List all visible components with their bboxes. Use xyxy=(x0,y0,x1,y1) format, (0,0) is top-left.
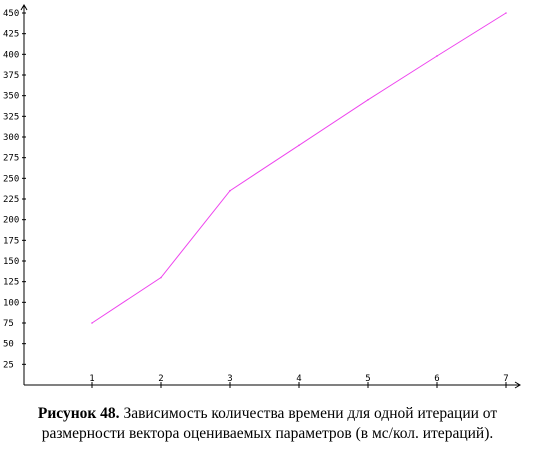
figure-caption-label: Рисунок 48. xyxy=(37,405,120,422)
x-tick-label: 2 xyxy=(158,374,163,384)
y-tick-label: 75 xyxy=(3,319,14,329)
data-point xyxy=(298,144,300,147)
y-tick-label: 175 xyxy=(3,236,19,246)
chart-axes xyxy=(20,4,521,389)
data-point xyxy=(367,99,369,101)
chart-series xyxy=(91,12,507,324)
y-tick-label: 375 xyxy=(3,71,19,81)
y-tick-label: 300 xyxy=(3,133,19,143)
figure-caption: Рисунок 48. Зависимость количества време… xyxy=(0,404,535,444)
y-tick-label: 225 xyxy=(3,195,19,205)
x-tick-label: 6 xyxy=(434,374,439,384)
y-tick-label: 400 xyxy=(3,50,19,60)
x-tick-label: 7 xyxy=(503,374,508,384)
y-tick-label: 425 xyxy=(3,30,19,40)
y-tick-label: 100 xyxy=(3,298,19,308)
data-point xyxy=(436,55,438,57)
y-tick-label: 450 xyxy=(3,9,19,19)
y-tick-label: 350 xyxy=(3,92,19,102)
y-tick-label: 125 xyxy=(3,278,19,288)
y-tick-label: 250 xyxy=(3,174,19,184)
y-tick-label: 50 xyxy=(3,340,14,350)
x-tick-label: 1 xyxy=(89,374,94,384)
x-tick-label: 4 xyxy=(296,374,301,384)
data-point xyxy=(91,322,93,324)
y-tick-label: 25 xyxy=(3,360,14,370)
y-tick-label: 150 xyxy=(3,257,19,267)
y-tick-label: 325 xyxy=(3,112,19,122)
figure-caption-text-line2: размерности вектора оцениваемых параметр… xyxy=(41,425,494,442)
x-tick-label: 5 xyxy=(365,374,370,384)
y-tick-label: 200 xyxy=(3,216,19,226)
x-axis-arrow xyxy=(514,381,521,389)
data-point xyxy=(505,12,507,14)
x-axis-ticks: 1 2 3 4 5 6 7 xyxy=(89,374,509,388)
y-tick-label: 275 xyxy=(3,154,19,164)
figure-caption-text-line1: Зависимость количества времени для одной… xyxy=(119,405,498,422)
x-tick-label: 3 xyxy=(227,374,232,384)
line-chart: 2550751001251501752002252502753003253503… xyxy=(3,4,521,389)
data-point xyxy=(229,189,231,192)
series-line xyxy=(91,12,507,324)
y-axis-arrow xyxy=(20,4,28,11)
data-point xyxy=(160,276,162,279)
y-axis-ticks: 25 50 75 100 125 150 175 200 225 250 275 300 325 350 3… xyxy=(3,9,26,370)
